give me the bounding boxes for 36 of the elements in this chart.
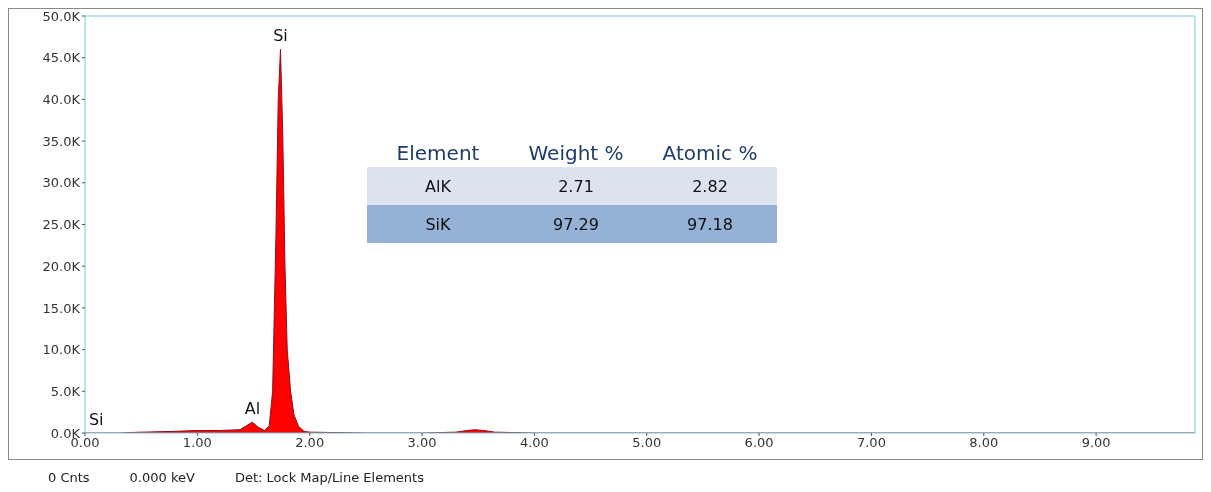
text: 0 Cnts	[48, 470, 90, 485]
x-tick-label: 6.00	[744, 435, 774, 451]
annotation: Weight %	[527, 140, 625, 167]
x-tick-label: 3.00	[407, 435, 437, 451]
x-tick-label: 1.00	[182, 435, 212, 451]
annotation: Si	[88, 410, 104, 429]
y-tick-label: 10.0K	[42, 342, 81, 358]
y-tick-label: 25.0K	[42, 217, 81, 233]
table-row: SiK 97.29 97.18	[367, 205, 777, 243]
y-tick-label: 5.0K	[50, 383, 81, 399]
y-tick-label: 35.0K	[42, 133, 81, 149]
annotation: Element	[395, 140, 481, 167]
annotation: SiK	[424, 213, 452, 236]
annotation: 2.71	[557, 175, 595, 198]
x-tick-label: 2.00	[295, 435, 325, 451]
y-tick-label: 15.0K	[42, 300, 81, 316]
y-tick-label: 40.0K	[42, 92, 81, 108]
x-tick-label: 5.00	[632, 435, 662, 451]
x-tick-label: 9.00	[1081, 435, 1111, 451]
y-tick-label: 50.0K	[42, 8, 81, 24]
annotation: 2.82	[691, 175, 729, 198]
x-tick-label: 4.00	[519, 435, 549, 451]
table-row: AlK 2.71 2.82	[367, 167, 777, 205]
y-tick-label: 45.0K	[42, 50, 81, 66]
y-tick-label: 20.0K	[42, 258, 81, 274]
annotation: Si	[273, 26, 288, 46]
x-tick-label: 7.00	[856, 435, 886, 451]
y-tick-label: 30.0K	[42, 175, 81, 191]
annotation: Atomic %	[661, 140, 759, 167]
annotation: AlK	[424, 175, 452, 198]
text: 0.000 keV	[129, 470, 195, 485]
annotation: Al	[244, 399, 261, 419]
text: Det: Lock Map/Line Elements	[234, 470, 424, 485]
annotation: 97.29	[552, 213, 600, 236]
x-tick-label: 8.00	[969, 435, 999, 451]
annotation: 97.18	[686, 213, 734, 236]
